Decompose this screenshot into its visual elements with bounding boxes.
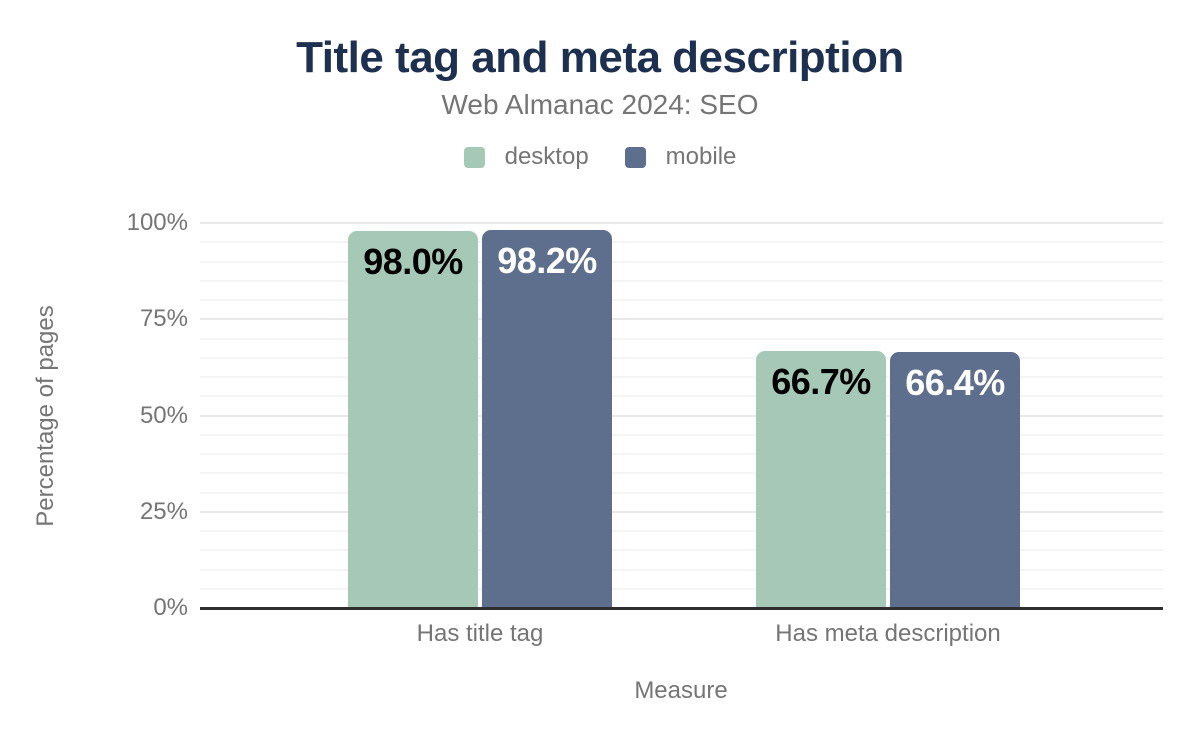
y-tick-label: 75% [139, 305, 188, 333]
gridline-minor [200, 260, 1163, 263]
bar-value-label: 98.0% [363, 240, 463, 282]
chart-title: Title tag and meta description [296, 33, 904, 82]
gridline-minor [200, 587, 1163, 590]
gridline-major [200, 318, 1163, 321]
x-axis-line [200, 607, 1163, 610]
gridline-major [200, 510, 1163, 513]
y-tick-label: 25% [139, 497, 188, 525]
y-tick-label: 100% [126, 209, 188, 236]
legend-swatch-mobile [624, 146, 646, 168]
gridline-minor [200, 279, 1163, 282]
gridline-minor [200, 395, 1163, 398]
gridline-major [200, 222, 1163, 224]
x-axis-title: Measure [634, 677, 728, 704]
y-tick-label: 0% [153, 594, 188, 621]
legend-label: mobile [665, 143, 737, 170]
gridline-minor [200, 491, 1163, 494]
chart-subtitle: Web Almanac 2024: SEO [441, 89, 759, 120]
legend-item-mobile[interactable]: mobile [624, 143, 737, 171]
legend-label: desktop [504, 143, 589, 170]
bar-mobile-has-meta-description[interactable]: 66.4% [890, 352, 1020, 608]
gridline-minor [200, 356, 1163, 359]
gridline-minor [200, 472, 1163, 475]
gridline-minor [200, 549, 1163, 552]
gridline-minor [200, 376, 1163, 378]
gridline-minor [200, 568, 1163, 571]
y-tick-label: 50% [139, 401, 188, 429]
bar-value-label: 66.7% [771, 361, 871, 403]
x-category-label-has-meta-description: Has meta description [775, 620, 1001, 647]
gridline-minor [200, 241, 1163, 244]
bar-value-label: 98.2% [497, 239, 597, 281]
x-category-label-has-title-tag: Has title tag [416, 620, 544, 647]
gridline-minor [200, 530, 1163, 532]
gridline-major [200, 414, 1163, 417]
gridline-minor [200, 453, 1163, 455]
legend: desktop mobile [0, 143, 1200, 171]
bar-mobile-has-title-tag[interactable]: 98.2% [482, 229, 612, 608]
plot-area: 98.0% 98.2% 66.7% 66.4% [200, 222, 1163, 608]
bar-desktop-has-meta-description[interactable]: 66.7% [756, 351, 886, 608]
gridline-minor [200, 433, 1163, 436]
bar-value-label: 66.4% [905, 362, 1005, 404]
legend-item-desktop[interactable]: desktop [463, 143, 589, 171]
legend-swatch-desktop [463, 146, 485, 168]
gridline-minor [200, 299, 1163, 301]
gridline-minor [200, 337, 1163, 340]
bar-desktop-has-title-tag[interactable]: 98.0% [348, 230, 478, 608]
